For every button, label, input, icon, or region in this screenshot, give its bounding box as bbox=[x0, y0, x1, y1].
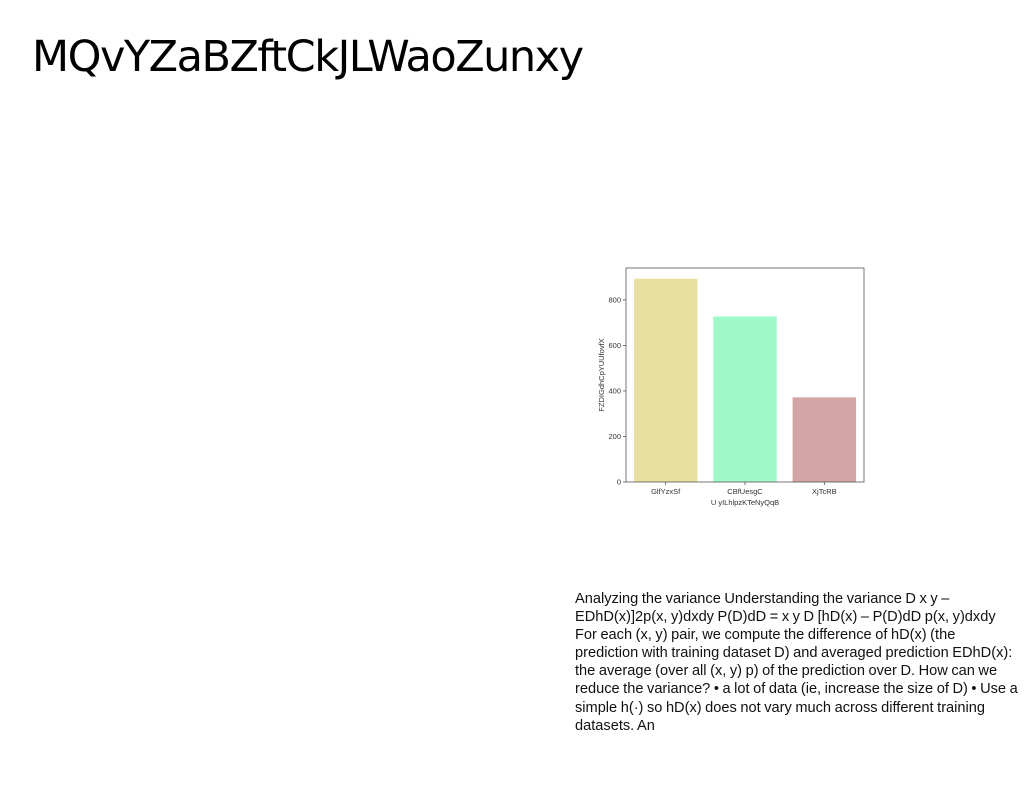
y-axis: 0 200 400 600 800 bbox=[608, 295, 626, 487]
y-tick-label: 200 bbox=[608, 432, 621, 441]
bar-group bbox=[633, 278, 857, 482]
slide-title: MQvYZaBZftCkJLWaoZunxy bbox=[32, 32, 584, 82]
bar-chart: 0 200 400 600 800 GlfYzxSf CBfUesgC XjTcRB U y… bbox=[588, 262, 874, 512]
x-tick-label: XjTcRB bbox=[812, 487, 837, 496]
bar-xjtcrb bbox=[792, 397, 857, 482]
bar-chart-svg: 0 200 400 600 800 GlfYzxSf CBfUesgC XjTcRB U y… bbox=[597, 267, 865, 507]
body-text: Analyzing the variance Understanding the… bbox=[575, 591, 1018, 734]
bar-cbfuesgc bbox=[713, 316, 777, 482]
y-tick-label: 800 bbox=[608, 295, 621, 304]
y-axis-label: FZDIGdhCpYUUfovfX bbox=[597, 338, 606, 411]
x-tick-label: CBfUesgC bbox=[727, 487, 763, 496]
x-tick-label: GlfYzxSf bbox=[651, 487, 681, 496]
y-tick-label: 0 bbox=[617, 478, 621, 487]
y-tick-label: 600 bbox=[608, 341, 621, 350]
x-axis-label: U yILhlpzKTeNyQqB bbox=[711, 498, 779, 507]
bar-glfyzxsf bbox=[633, 278, 698, 482]
x-axis: GlfYzxSf CBfUesgC XjTcRB bbox=[651, 482, 837, 496]
y-tick-label: 400 bbox=[608, 387, 621, 396]
